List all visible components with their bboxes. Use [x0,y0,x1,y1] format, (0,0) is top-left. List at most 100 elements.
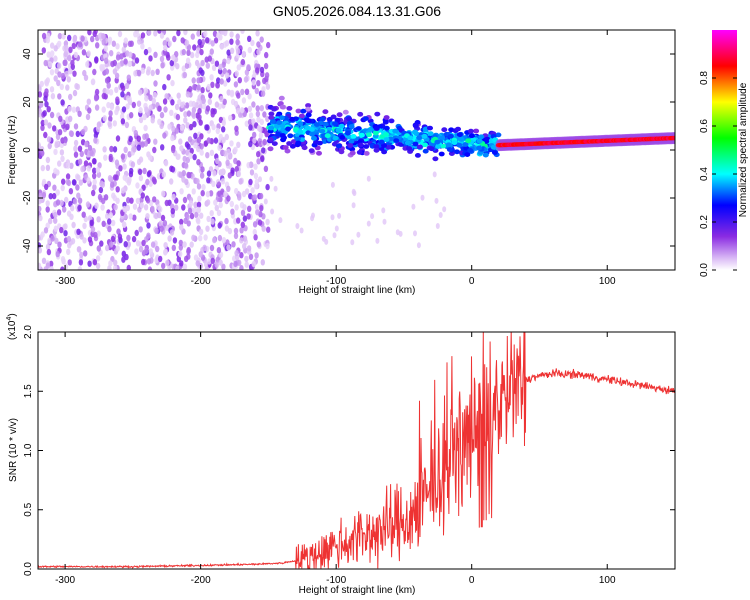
spectrogram-blob [311,135,317,141]
spectrogram-blob [108,89,114,96]
spectrogram-blob [89,150,94,157]
spectrogram-blob [154,227,159,234]
spectrogram-blob [102,146,107,153]
spectrogram-blob [75,130,81,138]
spectrogram-blob [240,221,245,228]
spectrogram-blob [195,260,200,267]
spectrogram-blob [234,165,239,173]
spectrogram-blob [132,146,137,153]
spectrogram-blob [109,241,114,248]
spectrogram-blob [210,218,215,225]
spectrogram-blob [103,154,108,161]
spectrogram-blob [41,257,47,264]
spectrogram-blob [178,250,183,258]
spectrogram-blob [132,214,137,221]
spectrogram-marks [38,30,675,270]
spectrogram-blob [96,245,102,252]
spectrogram-blob [181,176,186,183]
spectrogram-blob [38,234,41,242]
spectrogram-blob [84,141,89,148]
spectrogram-blob [191,112,197,119]
spectrogram-blob [383,137,390,142]
spectrogram-blob [176,255,181,263]
spectrogram-blob [185,91,191,98]
spectrogram-blob [114,159,120,166]
x-tick-label: -200 [191,276,211,287]
spectrogram-blob [77,197,83,204]
spectrogram-blob [136,100,142,107]
spectrogram-blob [216,77,221,84]
spectrogram-blob [197,114,202,121]
spectrogram-blob [92,167,97,174]
spectrogram-blob [159,225,164,232]
spectrogram-blob [123,37,128,44]
spectrogram-blob [207,55,212,62]
spectrogram-blob [265,183,270,191]
spectrogram-blob [100,204,105,211]
spectrogram-blob [151,176,157,183]
spectrogram-blob [196,201,202,208]
spectrogram-blob [41,191,47,199]
spectrogram-blob [244,88,250,96]
spectrogram-blob [209,210,214,217]
spectrogram-blob [53,211,58,219]
spectrogram-blob [102,115,107,122]
spectrogram-blob [82,222,87,230]
spectrogram-blob [115,245,120,252]
spectrogram-blob [229,89,235,97]
spectrogram-blob [81,49,87,56]
spectrogram-blob [264,72,270,79]
spectrogram-blob [456,132,463,138]
spectrogram-blob [324,133,331,139]
spectrogram-blob [236,160,241,167]
spectrogram-blob [179,124,185,131]
spectrogram-blob [138,89,143,96]
spectrogram-blob [67,105,72,113]
spectrogram-blob [198,228,204,236]
spectrogram-blob [256,151,261,158]
spectrogram-blob [153,80,158,87]
spectrogram-blob [241,97,247,104]
spectrogram-blob [219,169,224,176]
spectrogram-blob [239,237,244,244]
spectrogram-blob [191,77,196,84]
spectrogram-blob [234,187,239,195]
spectrogram-blob [313,139,319,145]
spectrogram-blob [108,115,113,123]
spectrogram-blob [196,47,201,54]
spectrogram-blob [212,170,217,177]
spectrogram-blob [53,148,58,156]
colorbar: 0.0 0.2 0.4 0.6 0.8 Normalized spectral ampl… [699,30,749,277]
spectrogram-blob [169,229,175,236]
spectrogram-blob [261,147,266,154]
spectrogram-blob [92,184,97,191]
spectrogram-blob [278,115,285,121]
spectrogram-blob [484,136,491,142]
spectrogram-blob [138,246,144,253]
spectrogram-blob [473,128,480,134]
spectrogram-blob [138,156,144,163]
spectrogram-blob [95,255,101,262]
spectrogram-blob [254,204,259,210]
spectrogram-blob [38,214,43,222]
spectrogram-blob [357,142,364,148]
spectrogram-blob [121,106,127,113]
spectrogram-blob [207,258,212,265]
spectrogram-blob [47,142,52,150]
spectrogram-blob [247,105,253,113]
spectrogram-blob [150,205,155,212]
spectrogram-blob [178,239,183,247]
spectrogram-blob [49,111,55,119]
spectrogram-blob [195,216,200,224]
spectrogram-blob [383,125,390,131]
spectrogram-x-axis-label: Height of straight line (km) [299,285,416,296]
spectrogram-blob [44,101,49,108]
spectrogram-blob [267,146,274,152]
spectrogram-blob [134,248,139,255]
y-tick-label: 20 [22,96,33,108]
x-tick-label: -300 [55,276,75,287]
spectrogram-blob [145,197,151,204]
spectrogram-blob [143,140,149,147]
spectrogram-blob [448,151,455,157]
spectrogram-blob [213,199,218,206]
